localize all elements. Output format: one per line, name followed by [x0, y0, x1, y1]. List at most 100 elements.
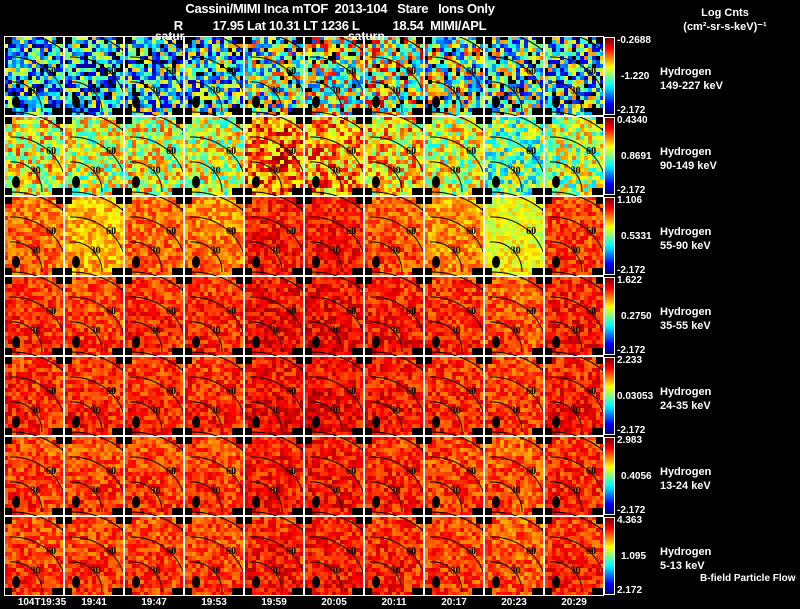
heatmap-cell: [244, 96, 248, 100]
heatmap-cell: [280, 132, 284, 136]
heatmap-cell: [480, 52, 484, 56]
heatmap-cell: [224, 152, 228, 156]
heatmap-cell: [344, 36, 348, 40]
heatmap-cell: [112, 104, 116, 108]
heatmap-cell: [292, 64, 296, 68]
heatmap-cell: [56, 120, 60, 124]
heatmap-cell: [124, 164, 128, 168]
heatmap-cell: [324, 108, 328, 112]
heatmap-cell: [28, 160, 32, 164]
heatmap-cell: [512, 84, 516, 88]
heatmap-cell: [256, 68, 260, 72]
heatmap-cell: [264, 96, 268, 100]
heatmap-cell: [128, 96, 132, 100]
heatmap-cell: [156, 52, 160, 56]
heatmap-cell: [164, 124, 168, 128]
heatmap-cell: [28, 148, 32, 152]
heatmap-cell: [92, 176, 96, 180]
heatmap-cell: [316, 144, 320, 148]
heatmap-cell: [84, 104, 88, 108]
heatmap-panel: 306090: [244, 31, 312, 116]
heatmap-cell: [576, 80, 580, 84]
heatmap-cell: [140, 152, 144, 156]
heatmap-cell: [600, 84, 604, 88]
heatmap-cell: [480, 112, 484, 116]
heatmap-cell: [320, 192, 324, 196]
heatmap-cell: [320, 152, 324, 156]
heatmap-cell: [236, 56, 240, 60]
heatmap-cell: [296, 116, 300, 120]
heatmap-cell: [284, 100, 288, 104]
heatmap-cell: [176, 140, 180, 144]
heatmap-cell: [368, 100, 372, 104]
heatmap-cell: [220, 176, 224, 180]
colorbar-units: (cm²-sr-s-keV)⁻¹: [650, 20, 800, 33]
heatmap-cell: [324, 164, 328, 168]
heatmap-cell: [332, 36, 336, 40]
heatmap-cell: [112, 44, 116, 48]
heatmap-cell: [420, 100, 424, 104]
heatmap-cell: [512, 96, 516, 100]
heatmap-cell: [144, 172, 148, 176]
heatmap-cell: [336, 100, 340, 104]
heatmap-cell: [296, 104, 300, 108]
heatmap-cell: [476, 64, 480, 68]
heatmap-cell: [304, 96, 308, 100]
heatmap-cell: [584, 96, 588, 100]
heatmap-cell: [508, 100, 512, 104]
heatmap-cell: [600, 108, 604, 112]
heatmap-cell: [412, 112, 416, 116]
heatmap-cell: [60, 104, 64, 108]
heatmap-cell: [508, 36, 512, 40]
heatmap-cell: [268, 36, 272, 40]
heatmap-cell: [196, 136, 200, 140]
heatmap-cell: [236, 68, 240, 72]
heatmap-cell: [80, 192, 84, 196]
heatmap-cell: [400, 40, 404, 44]
contour-label: 60: [346, 146, 356, 157]
heatmap-cell: [156, 120, 160, 124]
heatmap-cell: [492, 68, 496, 72]
heatmap-cell: [428, 64, 432, 68]
heatmap-cell: [100, 76, 104, 80]
heatmap-cell: [152, 76, 156, 80]
heatmap-cell: [128, 84, 132, 88]
heatmap-cell: [592, 68, 596, 72]
heatmap-cell: [136, 148, 140, 152]
heatmap-cell: [172, 52, 176, 56]
heatmap-cell: [68, 88, 72, 92]
heatmap-cell: [320, 60, 324, 64]
heatmap-cell: [192, 120, 196, 124]
heatmap-cell: [308, 40, 312, 44]
heatmap-cell: [184, 112, 188, 116]
heatmap-cell: [116, 100, 120, 104]
heatmap-cell: [304, 168, 308, 172]
heatmap-cell: [236, 120, 240, 124]
heatmap-cell: [84, 68, 88, 72]
heatmap-cell: [376, 60, 380, 64]
heatmap-cell: [128, 144, 132, 148]
heatmap-cell: [360, 100, 364, 104]
heatmap-cell: [76, 44, 80, 48]
heatmap-cell: [32, 108, 36, 112]
heatmap-cell: [584, 92, 588, 96]
heatmap-cell: [56, 48, 60, 52]
heatmap-cell: [68, 92, 72, 96]
heatmap-cell: [156, 36, 160, 40]
heatmap-cell: [212, 164, 216, 168]
heatmap-cell: [564, 112, 568, 116]
heatmap-cell: [204, 88, 208, 92]
heatmap-cell: [112, 140, 116, 144]
heatmap-cell: [252, 156, 256, 160]
heatmap-cell: [292, 172, 296, 176]
heatmap-cell: [488, 112, 492, 116]
heatmap-cell: [420, 96, 424, 100]
heatmap-cell: [568, 96, 572, 100]
heatmap-cell: [176, 56, 180, 60]
heatmap-cell: [176, 120, 180, 124]
heatmap-cell: [252, 192, 256, 196]
heatmap-cell: [236, 128, 240, 132]
heatmap-cell: [128, 68, 132, 72]
heatmap-cell: [268, 124, 272, 128]
heatmap-cell: [24, 64, 28, 68]
